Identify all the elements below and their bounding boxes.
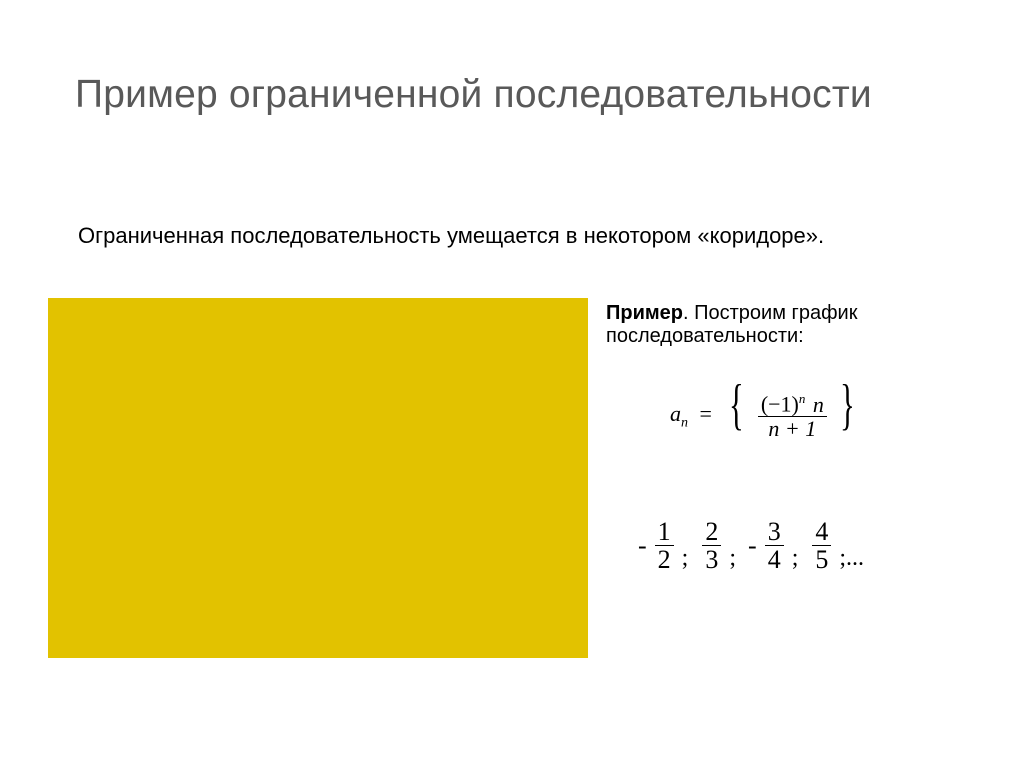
example-caption: Пример. Построим график последовательнос… bbox=[606, 302, 986, 348]
term-separator: ; bbox=[792, 545, 799, 574]
slide: Пример ограниченной последовательности О… bbox=[0, 0, 1024, 767]
formula-den: n + 1 bbox=[765, 417, 819, 440]
term-separator: ; bbox=[729, 545, 736, 574]
formula-lhs: a bbox=[670, 401, 681, 426]
formula: an = { (−1)n n n + 1 } bbox=[670, 380, 861, 440]
example-label: Пример bbox=[606, 302, 683, 324]
body-text: Ограниченная последовательность умещаетс… bbox=[78, 223, 938, 249]
brace-right-icon: } bbox=[840, 382, 855, 428]
sequence-term: 34 bbox=[765, 518, 784, 574]
minus-sign: - bbox=[638, 531, 647, 561]
sequence-term: 23 bbox=[702, 518, 721, 574]
formula-num-left: (−1) bbox=[761, 392, 799, 417]
brace-left-icon: { bbox=[729, 382, 744, 428]
formula-eq: = bbox=[700, 401, 712, 426]
term-separator: ;... bbox=[839, 545, 864, 574]
formula-num-right: n bbox=[813, 392, 824, 417]
formula-num-sup: n bbox=[799, 391, 806, 406]
minus-sign: - bbox=[748, 531, 757, 561]
formula-lhs-sub: n bbox=[681, 415, 688, 430]
sequence-terms: -12;23;-34;45;... bbox=[638, 518, 872, 574]
sequence-term: 45 bbox=[812, 518, 831, 574]
sequence-chart: -1,50-1,00-0,500,000,501,001,50012345678… bbox=[48, 298, 588, 658]
term-separator: ; bbox=[682, 545, 689, 574]
sequence-term: 12 bbox=[655, 518, 674, 574]
formula-fraction: (−1)n n n + 1 bbox=[758, 392, 827, 440]
slide-title: Пример ограниченной последовательности bbox=[75, 72, 955, 119]
chart-outer-bg bbox=[48, 298, 588, 658]
